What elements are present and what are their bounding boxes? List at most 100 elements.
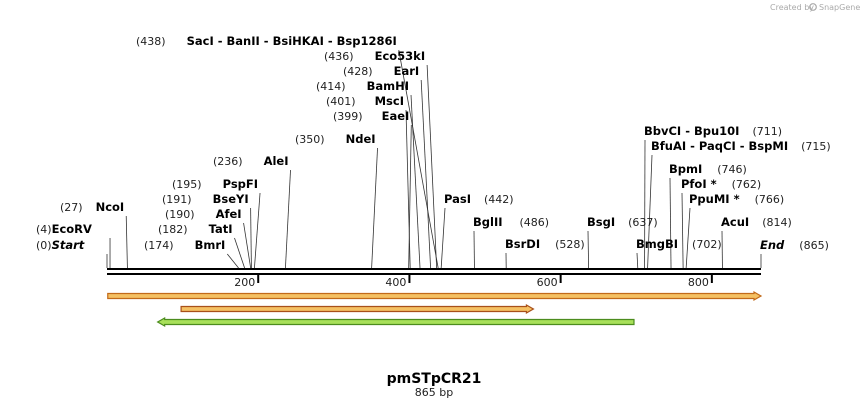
enzyme-name: EaeI	[382, 109, 410, 123]
site-bsgi: BsgI (637)	[587, 215, 658, 229]
enzyme-name: BmrI	[195, 238, 226, 252]
site-label-pspfi: (195) PspFI	[172, 177, 258, 191]
site-label-bpmi: BpmI (746)	[669, 162, 747, 176]
site-pspfi: (195) PspFI	[172, 177, 258, 191]
site-bpmi: BpmI (746)	[669, 162, 747, 176]
cut-site-lines	[106, 49, 762, 269]
enzyme-name: PasI	[444, 192, 471, 206]
enzyme-name: PspFI	[223, 177, 258, 191]
enzyme-name: - Bpu10I	[681, 124, 739, 138]
cut-position: (814)	[762, 216, 792, 229]
site-bsrdi: BsrDI (528)	[505, 237, 585, 251]
cut-line-saci	[398, 49, 439, 269]
cut-line-eaei	[408, 124, 412, 269]
cut-line-bpmi	[669, 177, 672, 269]
cut-position: (637)	[628, 216, 658, 229]
cut-position: (711)	[752, 125, 782, 138]
cut-position: (182)	[158, 223, 188, 236]
enzyme-name: BsrDI	[505, 237, 540, 251]
enzyme-name: End	[760, 238, 785, 252]
site-label-afei: (190) AfeI	[165, 207, 242, 221]
site-ppumi: PpuMI * (766)	[689, 192, 784, 206]
site-label-acui: AcuI (814)	[721, 215, 792, 229]
cut-line-pfoi	[681, 192, 684, 269]
ruler: 200 400 600 800	[234, 274, 713, 289]
cut-position: (486)	[520, 216, 550, 229]
cut-line-pasi	[440, 207, 446, 269]
site-label-ncoi: (27) NcoI	[60, 200, 124, 214]
enzyme-name: BglII	[473, 215, 503, 229]
sequence-backbone	[107, 268, 761, 275]
enzyme-name: NdeI	[346, 132, 376, 146]
enzyme-name: - BspMI	[736, 139, 788, 153]
site-bamhi: (414) BamHI	[316, 79, 409, 93]
cut-position: (414)	[316, 80, 346, 93]
enzyme-name: AleI	[264, 154, 289, 168]
enzyme-name: PpuMI *	[689, 192, 740, 206]
site-pfoi: PfoI * (762)	[681, 177, 761, 191]
enzyme-labels: (0)Start(4)EcoRV(27) NcoI(174) BmrI(182) Ta…	[36, 34, 831, 252]
site-start: (0)Start	[36, 238, 85, 252]
enzyme-name: - PaqCI	[686, 139, 736, 153]
site-tati: (182) TatI	[158, 222, 233, 236]
enzyme-name: TatI	[209, 222, 233, 236]
cut-position: (191)	[162, 193, 192, 206]
site-label-bsrdi: BsrDI (528)	[505, 237, 585, 251]
cut-position: (428)	[343, 65, 373, 78]
cut-line-bfuai	[647, 154, 653, 269]
site-pasi: PasI (442)	[444, 192, 514, 206]
site-label-eaei: (399) EaeI	[333, 109, 409, 123]
sequence-name: pmSTpCR21	[387, 371, 482, 387]
cut-line-pspfi	[254, 192, 261, 269]
ruler-tick-label: 600	[537, 276, 558, 289]
cut-position: (401)	[326, 95, 356, 108]
site-label-bbvci: BbvCI - Bpu10I (711)	[644, 124, 782, 138]
ruler-tick-label: 800	[688, 276, 709, 289]
cut-position: (702)	[692, 238, 722, 251]
credit-brand: SnapGene	[819, 3, 860, 12]
site-label-pasi: PasI (442)	[444, 192, 514, 206]
cut-position: (350)	[295, 133, 325, 146]
cut-position: (442)	[484, 193, 514, 206]
enzyme-name: BseYI	[213, 192, 249, 206]
site-msci: (401) MscI	[326, 94, 404, 108]
site-ecorv: (4)EcoRV	[36, 222, 92, 236]
site-label-ppumi: PpuMI * (766)	[689, 192, 784, 206]
site-label-bglii: BglII (486)	[473, 215, 549, 229]
cut-position: (27)	[60, 201, 83, 214]
site-label-eco53ki: (436) Eco53kI	[324, 49, 425, 63]
enzyme-name: BbvCI	[644, 124, 681, 138]
site-bmgbi: BmgBI (702)	[636, 237, 722, 251]
feature-2-arrow	[180, 303, 535, 315]
enzyme-name: BmgBI	[636, 237, 678, 251]
site-saci: (438) SacI - BanII - BsiHKAI - Bsp1286I	[136, 34, 397, 48]
enzyme-name: EarI	[394, 64, 420, 78]
site-label-alei: (236) AleI	[213, 154, 289, 168]
site-label-bsgi: BsgI (637)	[587, 215, 658, 229]
cut-position: (528)	[555, 238, 585, 251]
site-label-bmgbi: BmgBI (702)	[636, 237, 722, 251]
cut-position: (436)	[324, 50, 354, 63]
cut-line-ndei	[371, 147, 378, 269]
cut-line-bsgi	[587, 230, 590, 269]
site-bseyi: (191) BseYI	[162, 192, 249, 206]
site-label-ecorv: (4)EcoRV	[36, 222, 92, 236]
cut-position: (0)	[36, 239, 52, 252]
site-label-msci: (401) MscI	[326, 94, 404, 108]
site-end: End (865)	[760, 238, 829, 252]
site-label-pfoi: PfoI * (762)	[681, 177, 761, 191]
cut-line-eco53ki	[426, 64, 438, 269]
enzyme-name: - BsiHKAI	[260, 34, 324, 48]
snapgene-logo-icon	[809, 3, 817, 11]
site-bfuai: BfuAI - PaqCI - BspMI (715)	[651, 139, 831, 153]
cut-position: (236)	[213, 155, 243, 168]
enzyme-name: MscI	[375, 94, 404, 108]
ruler-tick-label: 200	[234, 276, 255, 289]
enzyme-name: BamHI	[367, 79, 409, 93]
cut-position: (190)	[165, 208, 195, 221]
snapgene-credit: Created by SnapGene	[770, 3, 860, 12]
cut-position: (399)	[333, 110, 363, 123]
site-label-eari: (428) EarI	[343, 64, 419, 78]
site-label-bamhi: (414) BamHI	[316, 79, 409, 93]
enzyme-name: - Bsp1286I	[324, 34, 397, 48]
